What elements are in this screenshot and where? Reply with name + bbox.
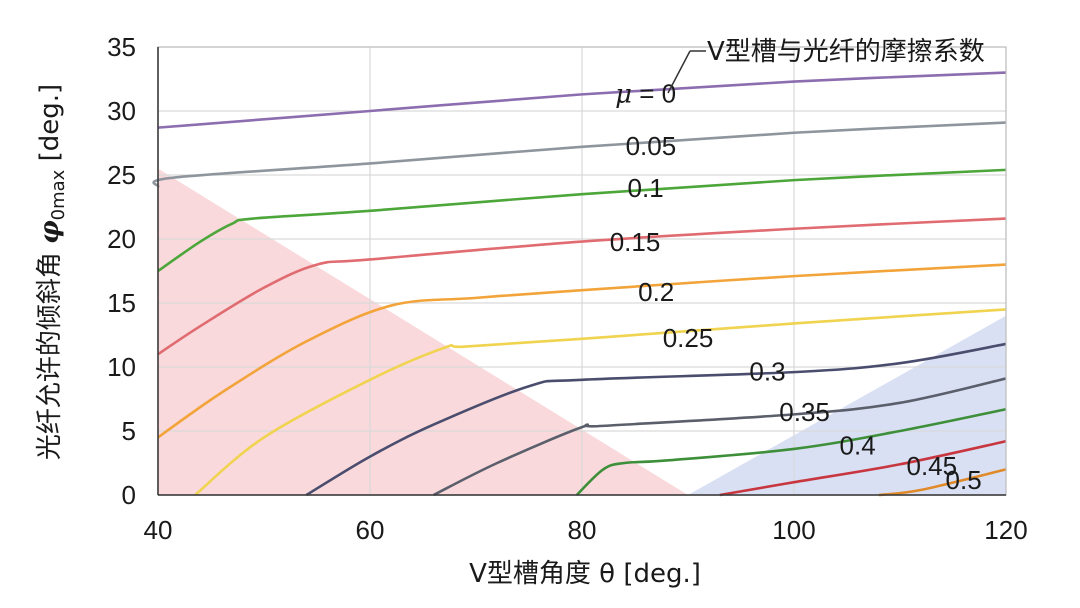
shaded-region-0 bbox=[158, 168, 688, 495]
series-line-9 bbox=[719, 439, 1007, 497]
curve-label-9: 0.45 bbox=[906, 451, 957, 481]
series-line-8 bbox=[575, 407, 1007, 496]
curve-label-1: 0.05 bbox=[626, 131, 677, 161]
y-tick-label-6: 30 bbox=[107, 96, 136, 126]
x-tick-label-3: 100 bbox=[772, 515, 815, 545]
series-lines bbox=[152, 71, 1007, 497]
y-axis-title-unit: [deg.] bbox=[35, 84, 65, 170]
x-tick-label-0: 40 bbox=[144, 515, 173, 545]
x-tick-label-4: 120 bbox=[984, 515, 1027, 545]
curve-label-0: μ = 0 bbox=[615, 79, 676, 110]
series-line-2 bbox=[157, 168, 1007, 273]
series-line-1 bbox=[152, 121, 1007, 188]
legend-leader-diag bbox=[667, 50, 691, 94]
curve-labels: μ = 0 0.05 0.1 0.15 0.2 0.25 0.3 0.35 0.4 0.450.5 bbox=[610, 79, 982, 496]
legend-title: V型槽与光纤的摩擦系数 bbox=[707, 37, 985, 67]
series-line-3 bbox=[157, 217, 1007, 356]
series-line-0 bbox=[157, 71, 1007, 129]
curve-label-3: 0.15 bbox=[610, 227, 661, 257]
curve-label-6: 0.3 bbox=[749, 356, 785, 386]
y-axis-title-sub: 0max bbox=[48, 169, 69, 220]
x-axis-title: V型槽角度 θ [deg.] bbox=[469, 559, 701, 589]
x-tick-label-2: 80 bbox=[568, 515, 597, 545]
y-tick-label-3: 15 bbox=[107, 288, 136, 318]
series-line-6 bbox=[305, 342, 1007, 497]
x-tick-label-1: 60 bbox=[356, 515, 385, 545]
axes: 40 60 80 100 120 0 5 10 15 20 25 30 35 bbox=[107, 32, 1028, 545]
y-axis-title-symbol: φ bbox=[35, 220, 65, 244]
y-axis-title: 光纤允许的倾斜角 φ0max [deg.] bbox=[35, 84, 69, 460]
curve-label-7: 0.35 bbox=[779, 397, 830, 427]
y-tick-label-1: 5 bbox=[122, 416, 136, 446]
curve-label-5: 0.25 bbox=[663, 323, 714, 353]
series-line-10 bbox=[878, 468, 1007, 497]
curve-label-10: 0.5 bbox=[946, 465, 982, 495]
shaded-regions bbox=[158, 168, 1006, 495]
curve-label-8: 0.4 bbox=[840, 431, 876, 461]
y-tick-label-0: 0 bbox=[122, 480, 136, 510]
y-tick-label-7: 35 bbox=[107, 32, 136, 62]
legend: V型槽与光纤的摩擦系数 bbox=[667, 37, 985, 94]
curve-label-4: 0.2 bbox=[638, 277, 674, 307]
series-line-7 bbox=[433, 377, 1007, 497]
curve-label-2: 0.1 bbox=[628, 173, 664, 203]
shaded-region-1 bbox=[688, 315, 1006, 495]
y-tick-label-2: 10 bbox=[107, 352, 136, 382]
y-axis-title-main: 光纤允许的倾斜角 bbox=[35, 244, 65, 460]
series-line-5 bbox=[194, 308, 1007, 496]
y-tick-label-4: 20 bbox=[107, 224, 136, 254]
series-line-4 bbox=[157, 263, 1007, 439]
y-tick-label-5: 25 bbox=[107, 160, 136, 190]
